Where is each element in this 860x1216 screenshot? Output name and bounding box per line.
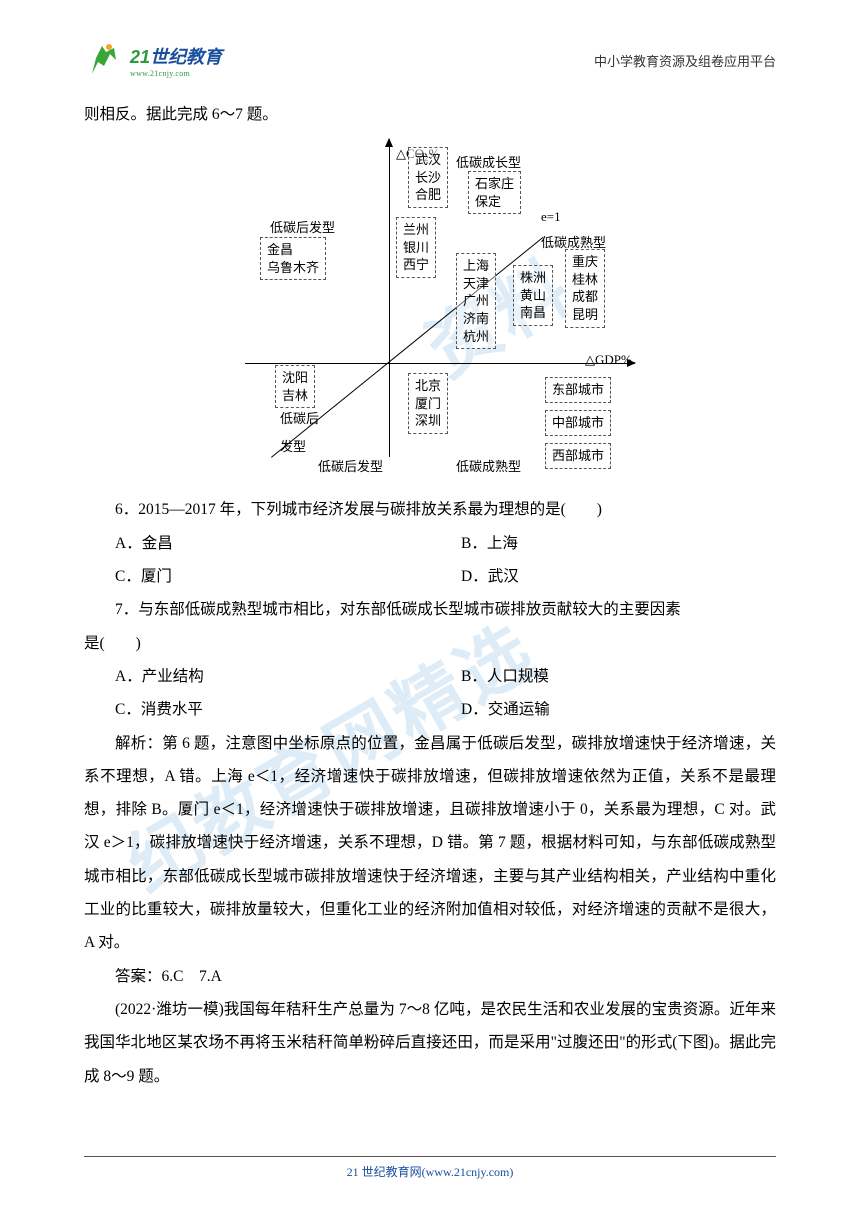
header-title: 中小学教育资源及组卷应用平台: [594, 51, 776, 70]
e1-label: e=1: [541, 203, 561, 231]
city-box: 株洲 黄山 南昌: [513, 265, 553, 326]
city-box: 金昌 乌鲁木齐: [260, 237, 326, 280]
q6-options: A．金昌 B．上海 C．厦门 D．武汉: [84, 527, 776, 594]
legend-box: 中部城市: [545, 410, 611, 436]
city-box: 武汉 长沙 合肥: [408, 147, 448, 208]
option-a: A．产业结构: [84, 660, 430, 693]
city-box: 沈阳 吉林: [275, 365, 315, 408]
option-d: D．交通运输: [430, 693, 776, 726]
q-label: 低碳后 发型: [280, 405, 319, 461]
option-c: C．消费水平: [84, 693, 430, 726]
site-logo: 21世纪教育 www.21cnjy.com: [84, 40, 222, 80]
legend-box: 西部城市: [545, 443, 611, 469]
q7-options: A．产业结构 B．人口规模 C．消费水平 D．交通运输: [84, 660, 776, 727]
legend-box: 东部城市: [545, 377, 611, 403]
intro-text: 则相反。据此完成 6～7 题。: [84, 98, 776, 131]
answer-text: 答案：6.C 7.A: [84, 960, 776, 993]
analysis-text: 解析：第 6 题，注意图中坐标原点的位置，金昌属于低碳后发型，碳排放增速快于经济…: [84, 727, 776, 960]
option-b: B．上海: [430, 527, 776, 560]
logo-title: 21世纪教育: [130, 43, 222, 69]
option-d: D．武汉: [430, 560, 776, 593]
passage2-text: (2022·潍坊一模)我国每年秸秆生产总量为 7～8 亿吨，是农民生活和农业发展…: [84, 993, 776, 1093]
page-footer: 21 世纪教育网(www.21cnjy.com): [84, 1156, 776, 1180]
page-content: 则相反。据此完成 6～7 题。 △CO₂% △GDP% e=1 低碳成长型 低碳…: [0, 88, 860, 1093]
q7-stem-2: 是( ): [84, 627, 776, 660]
q-label: 低碳后发型: [318, 453, 383, 481]
city-box: 重庆 桂林 成都 昆明: [565, 249, 605, 327]
x-axis: [245, 363, 635, 364]
city-box: 北京 厦门 深圳: [408, 373, 448, 434]
city-box: 上海 天津 广州 济南 杭州: [456, 253, 496, 349]
runner-icon: [84, 40, 124, 80]
option-a: A．金昌: [84, 527, 430, 560]
y-axis: [389, 139, 390, 457]
logo-url: www.21cnjy.com: [130, 69, 222, 78]
q7-stem: 7．与东部低碳成熟型城市相比，对东部低碳成长型城市碳排放贡献较大的主要因素: [84, 593, 776, 626]
city-box: 兰州 银川 西宁: [396, 217, 436, 278]
city-box: 石家庄 保定: [468, 171, 521, 214]
quadrant-chart: △CO₂% △GDP% e=1 低碳成长型 低碳后发型 低碳成熟型 低碳后 发型…: [215, 137, 645, 487]
option-b: B．人口规模: [430, 660, 776, 693]
x-axis-label: △GDP%: [585, 346, 632, 374]
option-c: C．厦门: [84, 560, 430, 593]
page-header: 21世纪教育 www.21cnjy.com 中小学教育资源及组卷应用平台: [0, 0, 860, 88]
q6-stem: 6．2015—2017 年，下列城市经济发展与碳排放关系最为理想的是( ): [84, 493, 776, 526]
q-label: 低碳成熟型: [456, 453, 521, 481]
chart-container: △CO₂% △GDP% e=1 低碳成长型 低碳后发型 低碳成熟型 低碳后 发型…: [84, 137, 776, 487]
